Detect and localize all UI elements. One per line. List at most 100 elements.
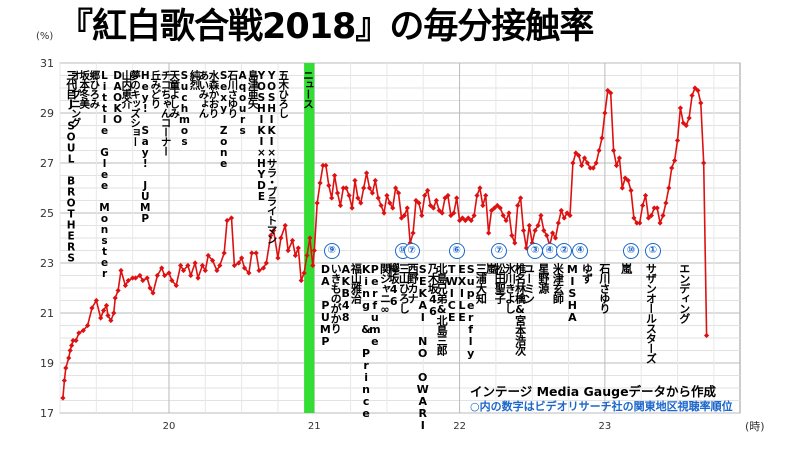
data-point (532, 227, 538, 234)
data-point (63, 365, 69, 371)
data-point (584, 160, 591, 166)
annotation-bottom: いきものがかり (329, 263, 343, 333)
data-point (185, 262, 191, 269)
data-point (689, 92, 695, 99)
data-point (663, 200, 669, 206)
data-point (98, 315, 104, 321)
data-point (199, 262, 205, 269)
data-point (674, 137, 681, 144)
data-point (268, 232, 274, 239)
y-tick-label: 31 (40, 57, 54, 70)
data-point (538, 212, 544, 219)
annotation-bottom: 嵐 (619, 263, 633, 273)
data-point (69, 342, 75, 349)
data-point (289, 237, 296, 244)
data-point (70, 337, 76, 344)
annotation-top: Hey! Say! JUMP (139, 70, 152, 224)
source-note: インテージ Media Gaugeデータから作成 (470, 384, 717, 399)
annotation-top: 夢のキッズショー (129, 70, 142, 146)
data-point (500, 212, 506, 219)
annotation-bottom: AKB48 (339, 263, 353, 323)
data-point (105, 312, 111, 319)
data-point (195, 275, 201, 281)
rank-badge: ⑦ (490, 243, 507, 259)
annotation-top: Suchmos (178, 70, 191, 147)
data-point (369, 190, 375, 196)
data-point (246, 270, 252, 276)
data-point (137, 272, 143, 279)
annotation-bottom: 西野カナ (406, 263, 420, 303)
x-unit-label: (時) (745, 420, 765, 433)
data-point (166, 270, 172, 276)
data-point (118, 267, 124, 274)
data-point (642, 192, 649, 199)
data-point (454, 195, 460, 201)
data-point (320, 162, 326, 169)
data-point (307, 235, 313, 241)
data-point (605, 87, 611, 94)
data-point (295, 245, 301, 251)
data-point (85, 322, 91, 329)
data-point (648, 212, 654, 219)
y-tick-label: 29 (40, 107, 54, 120)
data-point (515, 202, 521, 209)
data-point (692, 85, 698, 91)
data-point (346, 192, 352, 199)
data-point (622, 175, 628, 181)
data-point (275, 255, 281, 261)
data-point (698, 100, 704, 106)
data-point (442, 195, 448, 201)
rank-badge: ③ (527, 243, 544, 259)
data-point (253, 250, 259, 256)
data-point (436, 207, 442, 214)
data-point (570, 160, 576, 166)
data-point (445, 192, 451, 199)
data-point (108, 317, 114, 324)
data-point (340, 185, 346, 191)
annotation-bottom: 松田聖子 (493, 263, 507, 303)
data-point (451, 210, 457, 216)
annotation-bottom: DA PUMP (318, 263, 332, 347)
annotation-bottom: Perfume (368, 263, 382, 347)
data-point (214, 267, 220, 274)
annotation-bottom: 三浦大知 (474, 263, 488, 303)
data-point (480, 202, 486, 209)
annotation-top: 三代目J SOUL BROTHERS (65, 70, 78, 264)
data-point (410, 230, 416, 236)
data-point (549, 230, 556, 236)
data-point (224, 217, 230, 224)
data-point (645, 215, 652, 221)
annotation-top: Aqours (236, 70, 249, 136)
data-point (80, 327, 86, 334)
annotation-top: ニュース (301, 70, 314, 108)
annotation-bottom: 福山雅治 (349, 263, 363, 303)
data-point (378, 202, 384, 209)
annotation-bottom: エンディング (677, 263, 691, 323)
data-point (422, 192, 428, 199)
data-point (683, 122, 689, 129)
data-point (112, 295, 118, 301)
data-point (192, 260, 198, 266)
data-point (263, 260, 269, 266)
data-point (60, 395, 66, 401)
data-point (613, 162, 620, 169)
annotation-bottom: サザンオールスターズ (644, 263, 658, 363)
data-point (602, 110, 608, 116)
annotation-bottom: 米津玄師 (551, 263, 565, 303)
data-point (282, 222, 288, 229)
annotation-bottom: King & Prince (359, 263, 373, 419)
data-point (387, 200, 393, 206)
data-point (103, 302, 110, 309)
annotation-top: オープニング (69, 70, 82, 127)
data-point (555, 220, 561, 226)
data-point (292, 252, 298, 259)
data-point (236, 260, 242, 266)
annotation-top: YOSHIKI×HYDE (255, 70, 268, 202)
annotation-bottom: 関ジャニ∞ (378, 263, 392, 315)
data-point (483, 192, 489, 199)
annotation-bottom: 嵐 (484, 263, 498, 273)
y-unit-label: (%) (36, 31, 53, 42)
annotation-bottom: 乃木坂46 (426, 263, 440, 317)
data-point (372, 177, 378, 184)
